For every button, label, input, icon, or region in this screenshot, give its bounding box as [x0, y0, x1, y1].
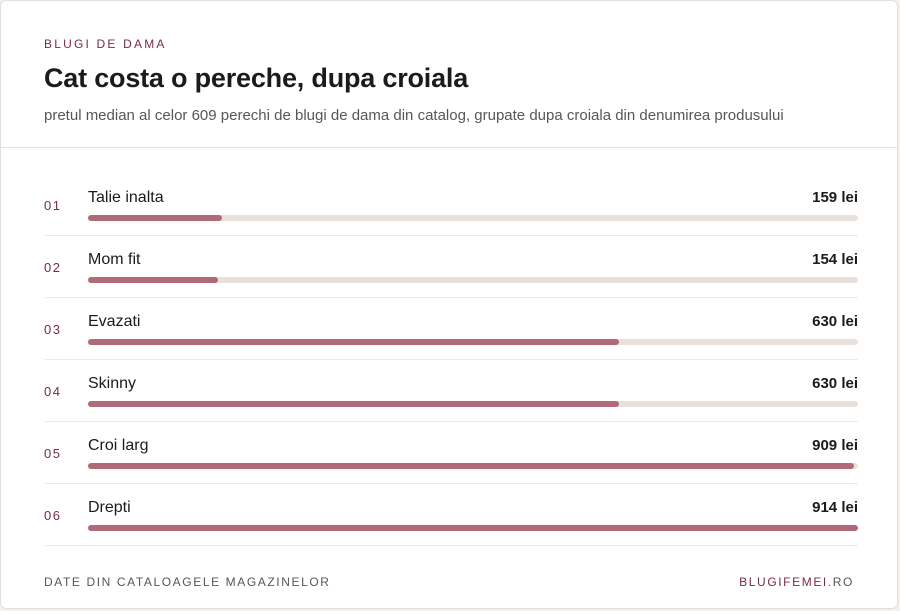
- bar-track: [88, 525, 858, 531]
- bar-row: 06 Drepti 914 lei: [44, 484, 858, 546]
- bar: [88, 215, 222, 221]
- value-label: 909 lei: [812, 437, 858, 454]
- bar: [88, 463, 854, 469]
- category-label: Mom fit: [88, 251, 141, 268]
- rank-label: 03: [44, 322, 62, 337]
- bar-track: [88, 339, 858, 345]
- bar-row: 02 Mom fit 154 lei: [44, 236, 858, 298]
- chart-subtitle: pretul median al celor 609 perechi de bl…: [44, 107, 784, 124]
- category-label: Evazati: [88, 313, 141, 330]
- rank-label: 01: [44, 198, 62, 213]
- source-note: DATE DIN CATALOAGELE MAGAZINELOR: [44, 575, 331, 589]
- bar: [88, 339, 619, 345]
- value-label: 159 lei: [812, 189, 858, 206]
- site-brand-tld: .RO: [827, 575, 854, 589]
- bar-list: 01 Talie inalta 159 lei 02 Mom fit 154 lei 03 E…: [44, 174, 858, 546]
- bar-row: 05 Croi larg 909 lei: [44, 422, 858, 484]
- rank-label: 02: [44, 260, 62, 275]
- site-brand-name: BLUGIFEMEI: [739, 575, 828, 589]
- bar-row: 03 Evazati 630 lei: [44, 298, 858, 360]
- value-label: 914 lei: [812, 499, 858, 516]
- bar-track: [88, 215, 858, 221]
- rank-label: 04: [44, 384, 62, 399]
- category-label: Talie inalta: [88, 189, 164, 206]
- rank-label: 06: [44, 508, 62, 523]
- bar-track: [88, 401, 858, 407]
- bar-track: [88, 463, 858, 469]
- chart-header: BLUGI DE DAMA Cat costa o pereche, dupa …: [1, 1, 897, 148]
- bar-row: 04 Skinny 630 lei: [44, 360, 858, 422]
- category-label: Drepti: [88, 499, 131, 516]
- value-label: 630 lei: [812, 375, 858, 392]
- site-brand: BLUGIFEMEI.RO: [739, 575, 854, 589]
- bar: [88, 277, 218, 283]
- bar-track: [88, 277, 858, 283]
- bar: [88, 525, 858, 531]
- category-label: Croi larg: [88, 437, 149, 454]
- value-label: 154 lei: [812, 251, 858, 268]
- category-label: Skinny: [88, 375, 137, 392]
- chart-title: Cat costa o pereche, dupa croiala: [44, 63, 469, 93]
- bar-row: 01 Talie inalta 159 lei: [44, 174, 858, 236]
- eyebrow-label: BLUGI DE DAMA: [44, 37, 167, 51]
- bar: [88, 401, 619, 407]
- rank-label: 05: [44, 446, 62, 461]
- value-label: 630 lei: [812, 313, 858, 330]
